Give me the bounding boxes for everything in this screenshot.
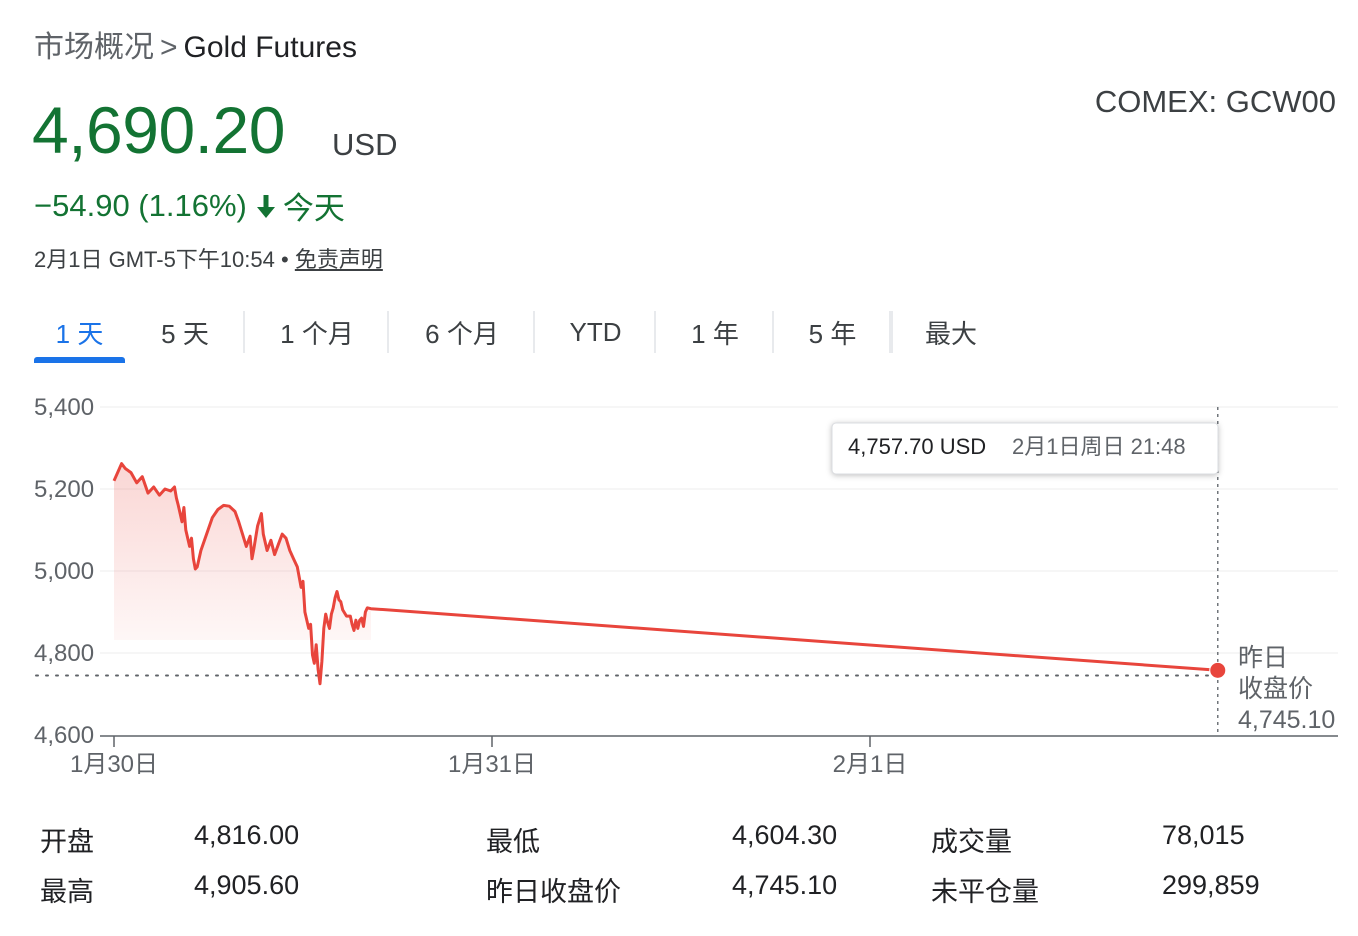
- range-tabs: 1 天 5 天 1 个月 6 个月 YTD 1 年 5 年 最大: [34, 305, 1011, 363]
- y-tick-label: 5,200: [34, 476, 94, 503]
- tab-divider: [889, 311, 891, 353]
- x-tick-label: 1月30日: [70, 751, 158, 778]
- y-axis-labels: 5,400 5,200 5,000 4,800 4,600: [34, 394, 94, 749]
- breadcrumb-current: Gold Futures: [183, 31, 357, 64]
- tab-divider: [654, 311, 656, 353]
- tab-label: 1 个月: [280, 318, 354, 349]
- stat-value-volume: 78,015: [1162, 820, 1245, 850]
- stat-value-prev-close: 4,745.10: [732, 870, 838, 900]
- tab-5-year[interactable]: 5 年: [774, 305, 891, 359]
- price-change-period: 今天: [282, 191, 345, 226]
- stat-value-high: 4,905.60: [194, 870, 300, 900]
- stat-label-open: 开盘: [40, 827, 94, 857]
- price-tooltip: 4,757.70 USD 2月1日周日 21:48: [831, 422, 1219, 475]
- tab-divider: [772, 311, 774, 353]
- stat-value-low: 4,604.30: [732, 820, 838, 850]
- prev-close-label: 昨日 收盘价 4,745.10: [1238, 644, 1335, 734]
- stat-label-open-interest: 未平仓量: [931, 877, 1039, 907]
- tooltip-value: 4,757.70 USD: [848, 434, 986, 459]
- price-change-value: −54.90 (1.16%): [34, 187, 247, 223]
- tab-max[interactable]: 最大: [891, 305, 1011, 359]
- tab-divider: [533, 311, 535, 353]
- stat-label-prev-close: 昨日收盘价: [486, 877, 621, 907]
- timestamp-bullet: •: [281, 247, 289, 272]
- x-tick-label: 1月31日: [448, 751, 536, 778]
- tab-label: 最大: [924, 318, 977, 349]
- quote-timestamp: 2月1日 GMT-5下午10:54 • 免责声明: [34, 242, 383, 274]
- arrow-down-icon: [256, 194, 275, 218]
- prev-close-value: 4,745.10: [1238, 706, 1335, 734]
- prev-close-label-line1: 昨日: [1238, 644, 1288, 672]
- breadcrumb-root-link[interactable]: 市场概况: [34, 31, 154, 64]
- y-tick-label: 4,800: [34, 640, 94, 667]
- tab-label: 1 天: [55, 318, 104, 349]
- price-chart[interactable]: 5,400 5,200 5,000 4,800 4,600 1月30日 1月31日 2月1日…: [0, 390, 1358, 790]
- tab-6-month[interactable]: 6 个月: [389, 305, 535, 359]
- breadcrumb-separator: >: [160, 31, 178, 64]
- hover-point: [1209, 661, 1227, 679]
- tab-label: YTD: [569, 316, 622, 347]
- tab-label: 5 年: [808, 318, 857, 349]
- tooltip-time: 2月1日周日 21:48: [1012, 434, 1186, 459]
- stat-value-open: 4,816.00: [194, 820, 300, 850]
- tab-1-year[interactable]: 1 年: [656, 305, 774, 359]
- tab-label: 6 个月: [425, 318, 499, 349]
- tab-divider: [387, 311, 389, 353]
- tab-divider: [243, 311, 245, 353]
- breadcrumb: 市场概况 > Gold Futures: [34, 22, 357, 66]
- tab-5-day[interactable]: 5 天: [125, 305, 245, 359]
- price-area-fill: [114, 463, 371, 684]
- stat-value-open-interest: 299,859: [1162, 870, 1260, 900]
- x-tick-label: 2月1日: [833, 751, 908, 778]
- stat-label-low: 最低: [486, 827, 540, 857]
- x-axis-labels: 1月30日 1月31日 2月1日: [70, 736, 907, 778]
- y-tick-label: 5,000: [34, 558, 94, 585]
- tab-ytd[interactable]: YTD: [535, 305, 656, 359]
- y-tick-label: 5,400: [34, 394, 94, 421]
- tab-divider: [891, 311, 893, 353]
- current-price: 4,690.20: [32, 93, 285, 167]
- timestamp-text: 2月1日 GMT-5下午10:54: [34, 247, 275, 272]
- y-tick-label: 4,600: [34, 722, 94, 749]
- stat-label-volume: 成交量: [931, 827, 1012, 857]
- prev-close-label-line2: 收盘价: [1238, 675, 1313, 703]
- stat-label-high: 最高: [40, 877, 94, 907]
- ticker-symbol: COMEX: GCW00: [1094, 84, 1336, 119]
- chart-gridlines: [100, 406, 1338, 654]
- price-line: [112, 462, 1218, 686]
- tab-label: 5 天: [161, 318, 209, 349]
- disclaimer-link[interactable]: 免责声明: [294, 247, 383, 272]
- tab-1-month[interactable]: 1 个月: [245, 305, 389, 359]
- tab-1-day[interactable]: 1 天: [34, 305, 125, 363]
- price-currency: USD: [332, 127, 398, 162]
- tab-label: 1 年: [691, 318, 739, 349]
- price-change: −54.90 (1.16%) 今天: [34, 183, 345, 228]
